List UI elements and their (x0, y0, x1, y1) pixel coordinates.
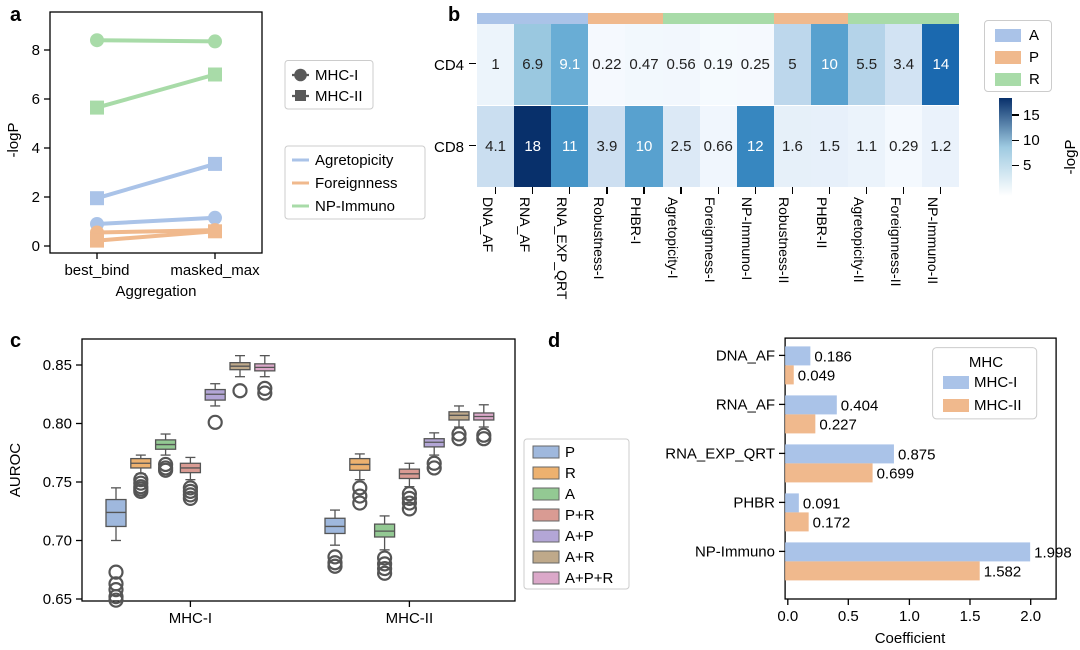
svg-text:RNA_EXP_QRT: RNA_EXP_QRT (665, 445, 775, 462)
svg-text:AUROC: AUROC (7, 443, 24, 497)
svg-text:0.049: 0.049 (798, 367, 836, 384)
svg-text:0.699: 0.699 (877, 465, 915, 482)
svg-text:2.0: 2.0 (1020, 608, 1041, 625)
svg-text:1.0: 1.0 (899, 608, 920, 625)
svg-text:0.70: 0.70 (43, 533, 72, 550)
svg-text:0.875: 0.875 (898, 446, 936, 463)
svg-text:MHC-II: MHC-II (974, 397, 1022, 414)
svg-text:1.582: 1.582 (984, 563, 1022, 580)
svg-text:MHC: MHC (969, 354, 1003, 371)
svg-text:0.5: 0.5 (838, 608, 859, 625)
svg-text:DNA_AF: DNA_AF (716, 347, 775, 364)
svg-text:0.0: 0.0 (777, 608, 798, 625)
svg-text:Coefficient: Coefficient (875, 630, 946, 647)
svg-text:0.091: 0.091 (803, 495, 841, 512)
svg-text:NP-Immuno: NP-Immuno (695, 543, 775, 560)
svg-text:MHC-II: MHC-II (386, 610, 434, 627)
svg-text:PHBR: PHBR (733, 494, 775, 511)
svg-text:0.172: 0.172 (813, 514, 851, 531)
svg-text:MHC-I: MHC-I (169, 610, 212, 627)
svg-text:0.80: 0.80 (43, 416, 72, 433)
svg-text:0.65: 0.65 (43, 591, 72, 608)
svg-text:MHC-I: MHC-I (974, 374, 1017, 391)
svg-text:0.227: 0.227 (819, 416, 857, 433)
svg-text:0.404: 0.404 (841, 397, 879, 414)
svg-text:1.998: 1.998 (1034, 544, 1072, 561)
svg-text:RNA_AF: RNA_AF (716, 396, 775, 413)
svg-text:0.85: 0.85 (43, 357, 72, 374)
svg-text:0.186: 0.186 (814, 348, 852, 365)
svg-text:1.5: 1.5 (960, 608, 981, 625)
svg-text:0.75: 0.75 (43, 474, 72, 491)
